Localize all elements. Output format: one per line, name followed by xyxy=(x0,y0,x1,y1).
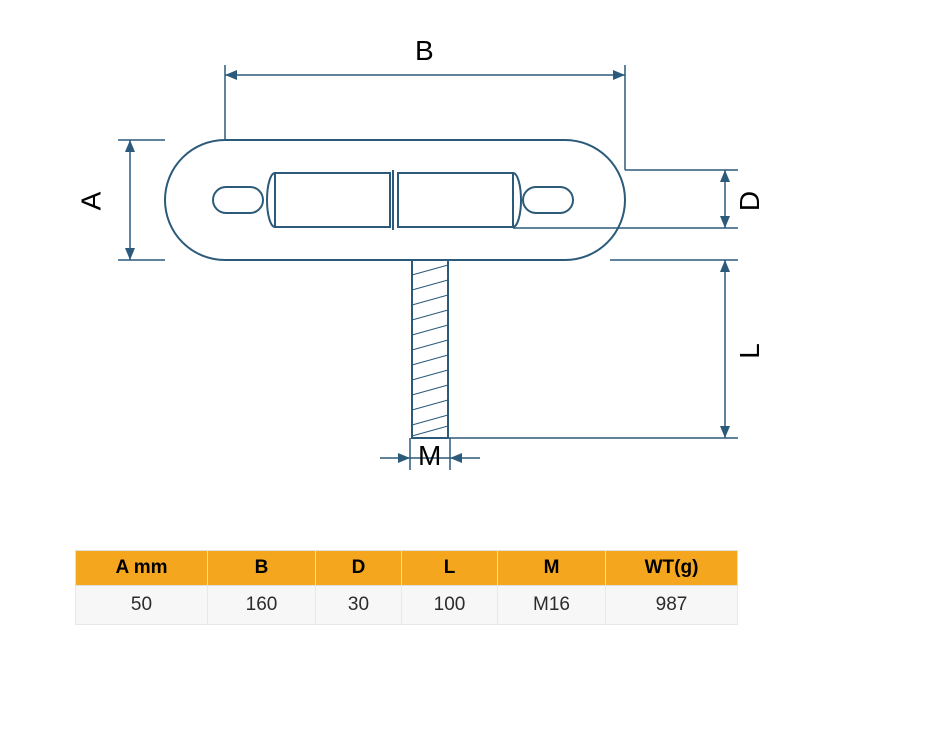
left-slot xyxy=(213,187,263,213)
col-M: M xyxy=(498,551,606,586)
cell-A: 50 xyxy=(76,586,208,625)
table-row: 50 160 30 100 M16 987 xyxy=(76,586,738,625)
diagram-svg xyxy=(80,30,800,480)
cell-WT: 987 xyxy=(606,586,738,625)
technical-diagram: A B D L M xyxy=(80,30,800,480)
label-M: M xyxy=(418,440,441,472)
label-B: B xyxy=(415,35,434,67)
left-cylinder-cap xyxy=(267,173,275,227)
right-cylinder xyxy=(398,173,513,227)
body-outline xyxy=(165,140,625,260)
cell-L: 100 xyxy=(402,586,498,625)
spec-table: A mm B D L M WT(g) 50 160 30 100 M16 987 xyxy=(75,550,738,625)
dimension-A xyxy=(118,140,165,260)
cell-B: 160 xyxy=(208,586,316,625)
label-D: D xyxy=(734,191,766,211)
right-slot xyxy=(523,187,573,213)
col-D: D xyxy=(316,551,402,586)
label-A: A xyxy=(75,192,107,211)
dimension-L xyxy=(448,260,738,438)
label-L: L xyxy=(734,343,766,359)
left-cylinder xyxy=(275,173,390,227)
col-WT: WT(g) xyxy=(606,551,738,586)
col-A: A mm xyxy=(76,551,208,586)
right-cylinder-cap xyxy=(513,173,521,227)
table-header-row: A mm B D L M WT(g) xyxy=(76,551,738,586)
col-L: L xyxy=(402,551,498,586)
cell-D: 30 xyxy=(316,586,402,625)
cell-M: M16 xyxy=(498,586,606,625)
dimension-B xyxy=(225,65,625,170)
col-B: B xyxy=(208,551,316,586)
spec-table-container: A mm B D L M WT(g) 50 160 30 100 M16 987 xyxy=(75,550,738,625)
